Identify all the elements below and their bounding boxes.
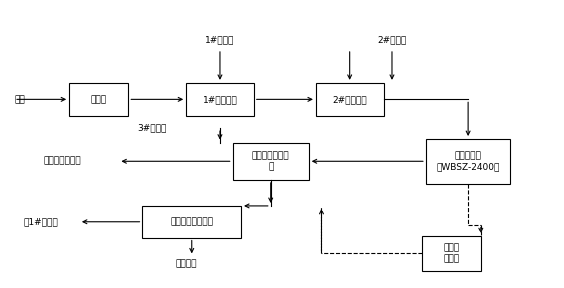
Bar [426,139,510,184]
Bar [316,83,384,116]
Bar [422,236,481,271]
Text: 2#号混合器: 2#号混合器 [332,95,367,104]
Text: 2#添加剂: 2#添加剂 [377,36,407,45]
Text: 出水回用或排放: 出水回用或排放 [43,157,81,166]
Text: 进水: 进水 [14,95,25,104]
Bar [186,83,254,116]
Text: 微波后
反应体: 微波后 反应体 [443,244,459,263]
Text: 3#添加剂: 3#添加剂 [138,124,167,133]
Text: 反应体及沉淀过
滤: 反应体及沉淀过 滤 [252,151,289,171]
Text: 1#号混合器: 1#号混合器 [202,95,237,104]
Text: 1#絮化剂: 1#絮化剂 [205,36,235,45]
Text: 集水池: 集水池 [91,95,107,104]
Bar [143,206,241,238]
Bar [232,143,309,180]
Text: 微波反应器
（WBSZ-2400）: 微波反应器 （WBSZ-2400） [437,151,500,171]
Text: 回1#混合器: 回1#混合器 [23,217,58,226]
Text: 污泥脱水处理系统: 污泥脱水处理系统 [170,217,213,226]
Text: 泥饼外运: 泥饼外运 [175,259,197,268]
Bar [69,83,129,116]
